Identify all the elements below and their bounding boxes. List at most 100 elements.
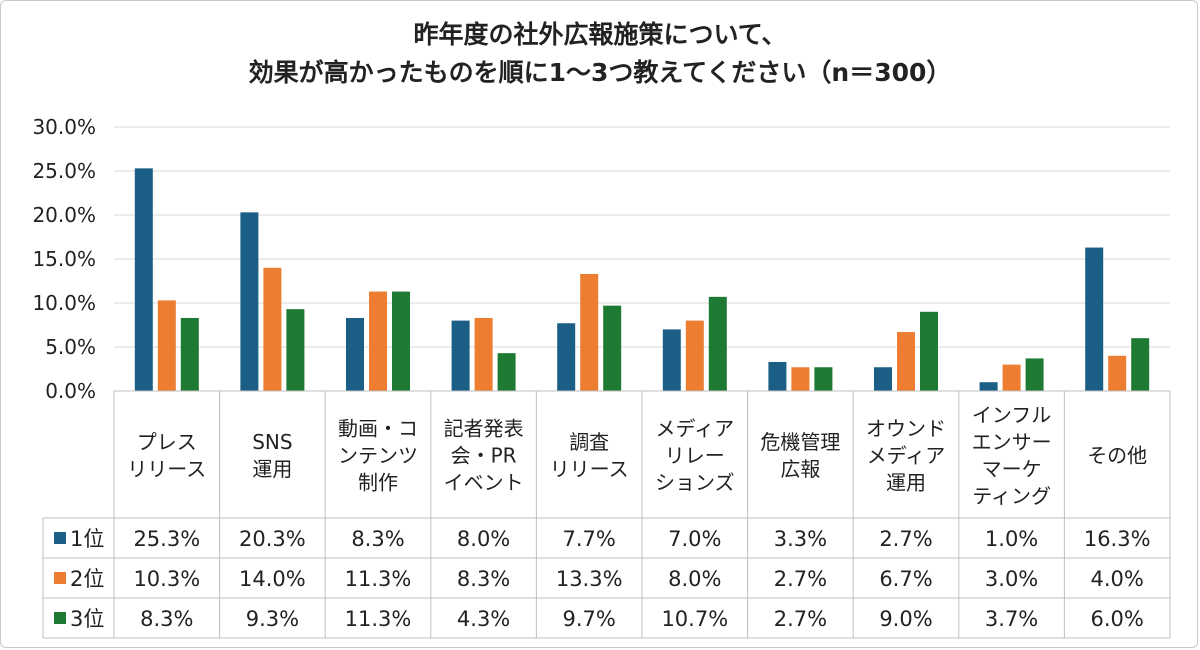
bar [240,212,259,391]
bar [920,311,938,391]
category-label: 会・PR [451,444,517,468]
data-label: 6.7% [879,567,932,591]
data-label: 10.7% [661,607,728,631]
data-label: 14.0% [239,567,306,591]
data-label: 9.3% [246,607,299,631]
legend-label: 1位 [70,527,104,551]
category-label: ションズ [655,471,735,495]
data-label: 2.7% [774,607,827,631]
category-label: メディア [867,444,946,468]
y-tick-label: 25.0% [32,159,96,183]
bar [768,361,787,391]
category-label: マーケ [982,457,1042,481]
bar [497,353,516,391]
bar [346,317,364,391]
data-label: 11.3% [345,607,412,631]
category-label: リレー [665,444,725,468]
category-label: SNS [252,430,292,454]
category-label: リリース [550,457,629,481]
bar [1131,338,1150,391]
data-label: 3.0% [985,567,1038,591]
category-label: インフル [972,403,1051,427]
bar [157,300,176,391]
legend-label: 3位 [70,607,104,631]
category-label: 運用 [886,471,926,495]
y-tick-label: 10.0% [32,291,96,315]
data-label: 8.0% [457,527,510,551]
bar [263,267,282,391]
category-label: オウンド [866,417,946,441]
data-label: 20.3% [239,527,306,551]
bar [603,305,622,391]
bar [580,273,599,391]
data-label: 2.7% [879,527,932,551]
bar [1025,358,1044,391]
data-label: 8.3% [351,527,404,551]
category-label: 記者発表 [444,417,524,441]
data-label: 3.7% [985,607,1038,631]
category-label: 制作 [358,471,398,495]
category-label: 調査 [569,430,609,454]
bar [451,320,470,391]
data-label: 4.3% [457,607,510,631]
data-label: 11.3% [345,567,412,591]
category-label: エンサー [972,430,1052,454]
legend-swatch [54,532,66,544]
data-label: 4.0% [1091,567,1144,591]
bar [814,367,833,391]
chart-title: 昨年度の社外広報施策について、 効果が高かったものを順に1～3つ教えてください（… [0,16,1200,92]
bar [897,332,915,391]
category-label: リリース [127,457,206,481]
y-tick-label: 5.0% [45,335,96,359]
bar [708,296,727,391]
category-label: 動画・コ [338,417,418,441]
chart-title-line1: 昨年度の社外広報施策について、 [413,20,787,49]
legend-label: 2位 [70,567,104,591]
bar [685,320,704,391]
data-label: 8.3% [140,607,193,631]
category-label: ティング [972,484,1051,508]
bar [286,309,305,391]
category-label: イベント [444,471,524,495]
bar [979,382,998,391]
data-label: 6.0% [1091,607,1144,631]
category-label: 運用 [252,457,292,481]
data-label: 3.3% [774,527,827,551]
bar [369,291,387,391]
y-tick-label: 0.0% [45,379,96,403]
data-label: 2.7% [774,567,827,591]
bar [874,367,892,391]
data-label: 8.3% [457,567,510,591]
data-label: 7.7% [563,527,616,551]
category-label: その他 [1087,444,1147,468]
category-label: ンテンツ [338,444,418,468]
legend-swatch [54,612,66,624]
category-label: プレス [137,430,197,454]
y-tick-label: 15.0% [32,247,96,271]
data-label: 9.0% [879,607,932,631]
bar [557,323,576,391]
data-label: 16.3% [1084,527,1151,551]
y-tick-label: 30.0% [32,115,96,139]
data-label: 1.0% [985,527,1038,551]
category-label: 危機管理 [760,430,840,454]
data-label: 10.3% [133,567,200,591]
bar [791,367,810,391]
category-label: メディア [655,417,734,441]
data-label: 25.3% [133,527,200,551]
data-label: 9.7% [563,607,616,631]
data-label: 7.0% [668,527,721,551]
bar [1085,247,1104,391]
bar [662,329,681,391]
bar [392,291,410,391]
legend-swatch [54,572,66,584]
y-tick-label: 20.0% [32,203,96,227]
bar [1108,355,1127,391]
bar [1002,364,1021,391]
bar [134,168,153,391]
category-label: 広報 [780,457,820,481]
bar [474,317,493,391]
chart-title-line2: 効果が高かったものを順に1～3つ教えてください（n＝300） [248,58,952,87]
